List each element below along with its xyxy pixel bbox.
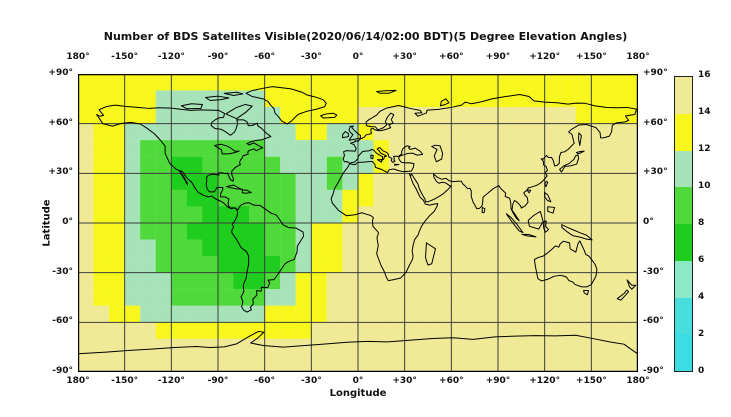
lat-tick-label-left: -60°: [52, 316, 73, 327]
lon-tick-label-bottom: +60°: [439, 376, 464, 386]
colorbar-segment: [675, 260, 692, 298]
lon-tick-label-top: -30°: [300, 52, 322, 62]
lon-tick-label-bottom: -120°: [157, 376, 185, 386]
lat-tick-label-left: +90°: [48, 68, 73, 78]
coastlines: [78, 87, 638, 355]
lat-tick-label-left: +30°: [48, 167, 73, 178]
lon-tick-label-top: 0°: [352, 52, 364, 62]
lon-tick-label-bottom: -150°: [111, 376, 139, 386]
x-axis-label: Longitude: [329, 388, 387, 399]
lon-tick-label-top: -150°: [111, 52, 139, 62]
lon-tick-label-bottom: +30°: [392, 376, 417, 386]
colorbar-tick-label: 12: [698, 144, 711, 154]
chart-title: Number of BDS Satellites Visible(2020/06…: [103, 30, 628, 43]
lon-tick-label-bottom: 0°: [352, 376, 364, 386]
lon-tick-label-bottom: -90°: [207, 376, 229, 386]
lat-tick-label-left: 0°: [62, 217, 73, 227]
lat-tick-label-right: 0°: [643, 217, 654, 227]
lon-tick-label-top: +90°: [485, 52, 511, 62]
lon-tick-label-bottom: +90°: [485, 376, 511, 386]
colorbar-tick-label: 6: [698, 255, 705, 265]
lat-tick-label-right: +30°: [643, 167, 668, 178]
world-map-canvas: [78, 74, 638, 372]
lon-tick-label-top: +30°: [392, 52, 417, 62]
lat-tick-label-left: -30°: [52, 266, 73, 277]
colorbar-tick-label: 10: [698, 181, 711, 191]
lon-tick-label-top: +120°: [529, 52, 561, 62]
lat-tick-label-right: -30°: [643, 266, 664, 277]
lon-tick-label-top: 180°: [626, 52, 650, 62]
colorbar-segment: [675, 77, 692, 114]
lon-tick-label-bottom: -60°: [254, 376, 276, 386]
lon-tick-label-top: -120°: [157, 52, 185, 62]
colorbar-segment: [675, 150, 692, 188]
colorbar-segment: [675, 224, 692, 261]
colorbar-tick-label: 14: [698, 107, 711, 117]
lon-tick-label-bottom: -30°: [300, 376, 322, 386]
lon-tick-label-bottom: 180°: [66, 376, 90, 386]
lat-tick-label-right: -60°: [643, 316, 664, 327]
lon-tick-label-bottom: +120°: [529, 376, 561, 386]
colorbar-tick-label: 16: [698, 70, 711, 80]
lon-tick-label-bottom: 180°: [626, 376, 650, 386]
graticule: [78, 74, 638, 372]
colorbar-tick-label: 4: [698, 292, 705, 302]
lat-tick-label-left: -90°: [52, 366, 73, 376]
lon-tick-label-top: 180°: [66, 52, 90, 62]
lon-tick-label-bottom: +150°: [575, 376, 607, 386]
colorbar: [674, 76, 693, 372]
colorbar-segment: [675, 187, 692, 224]
lon-tick-label-top: -60°: [254, 52, 276, 62]
colorbar-segment: [675, 334, 692, 371]
lon-tick-label-top: +60°: [439, 52, 464, 62]
lat-tick-label-right: +90°: [643, 68, 668, 78]
colorbar-tick-label: 2: [698, 329, 705, 339]
colorbar-tick-label: 8: [698, 218, 705, 228]
lon-tick-label-top: +150°: [575, 52, 607, 62]
lat-tick-label-right: -90°: [643, 366, 664, 376]
lat-tick-label-right: +60°: [643, 117, 668, 128]
colorbar-segment: [675, 113, 692, 151]
lat-tick-label-left: +60°: [48, 117, 73, 128]
lon-tick-label-top: -90°: [207, 52, 229, 62]
colorbar-segment: [675, 297, 692, 335]
colorbar-tick-label: 0: [698, 366, 705, 376]
